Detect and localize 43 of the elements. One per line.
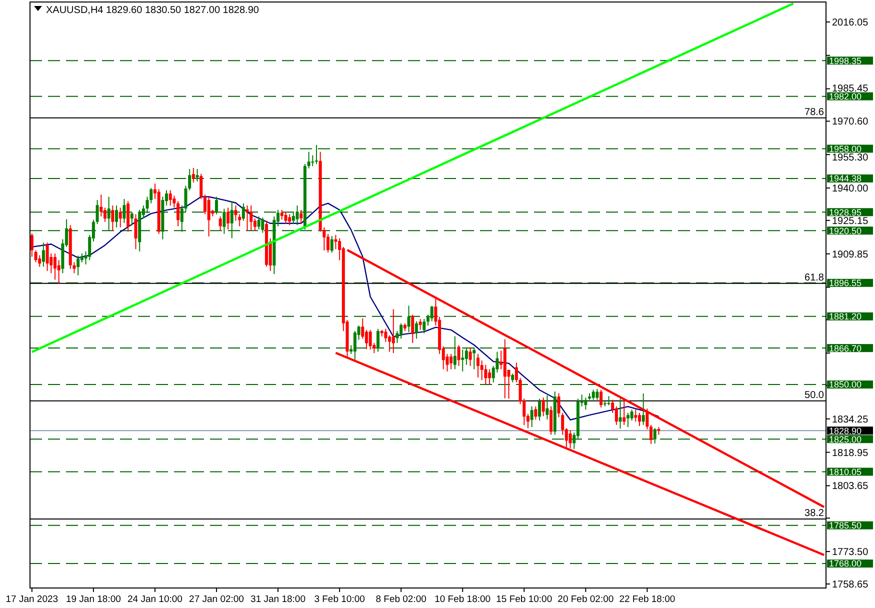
- ref-line-label: 1881.20: [829, 312, 862, 322]
- x-tick-label: 31 Jan 18:00: [250, 594, 306, 605]
- y-tick-label: 1985.45: [832, 83, 869, 94]
- y-tick-label: 1773.50: [832, 547, 869, 558]
- ref-line-label: 1768.00: [829, 558, 862, 569]
- ref-line-label: 1928.95: [829, 207, 862, 218]
- ref-line-label: 1958.00: [829, 144, 862, 154]
- y-tick-label: 1909.85: [832, 249, 869, 260]
- y-tick-label: 1970.60: [832, 116, 869, 128]
- x-tick-label: 27 Jan 02:00: [189, 594, 244, 605]
- chart-title: XAUUSD,H4 1829.60 1830.50 1827.00 1828.90: [46, 5, 260, 16]
- y-tick-label: 1834.25: [832, 414, 869, 426]
- ref-line-label: 1896.55: [829, 278, 862, 288]
- annotation: 38.2: [804, 508, 824, 520]
- x-tick-label: 20 Feb 02:00: [558, 594, 614, 605]
- ref-line-label: 1785.50: [829, 520, 862, 531]
- ref-line-label: 1828.90: [829, 426, 862, 436]
- x-tick-label: 10 Feb 18:00: [434, 594, 491, 605]
- ref-line-label: 1850.00: [829, 380, 862, 390]
- y-tick-label: 1925.15: [832, 216, 869, 228]
- annotation: 78.6: [804, 106, 824, 118]
- y-tick-label: 1955.30: [832, 152, 869, 164]
- ref-line-label: 1825.00: [829, 434, 862, 444]
- x-tick-label: 24 Jan 10:00: [128, 594, 182, 605]
- ref-line-label: 1920.50: [829, 226, 862, 236]
- ref-line-label: 1944.38: [829, 174, 862, 184]
- ref-line-label: 1866.70: [829, 343, 862, 354]
- y-tick-label: 1803.65: [832, 481, 869, 492]
- ref-line-label: 1982.00: [829, 92, 862, 102]
- ref-line-label: 1810.05: [829, 466, 862, 477]
- annotation: 50.0: [804, 390, 824, 401]
- y-tick-label: 1818.95: [832, 448, 869, 459]
- x-tick-label: 22 Feb 18:00: [619, 594, 676, 605]
- x-tick-label: 8 Feb 02:00: [376, 594, 426, 605]
- y-tick-label: 1758.65: [832, 579, 869, 590]
- x-tick-label: 15 Feb 10:00: [496, 594, 552, 605]
- x-tick-label: 19 Jan 18:00: [66, 594, 121, 605]
- ref-line-label: 1998.35: [829, 56, 862, 66]
- x-tick-label: 17 Jan 2023: [6, 594, 58, 605]
- annotation: 61.8: [804, 272, 824, 284]
- y-tick-label: 2016.05: [832, 17, 869, 28]
- y-tick-label: 1940.00: [832, 184, 869, 195]
- x-tick-label: 3 Feb 10:00: [314, 594, 365, 605]
